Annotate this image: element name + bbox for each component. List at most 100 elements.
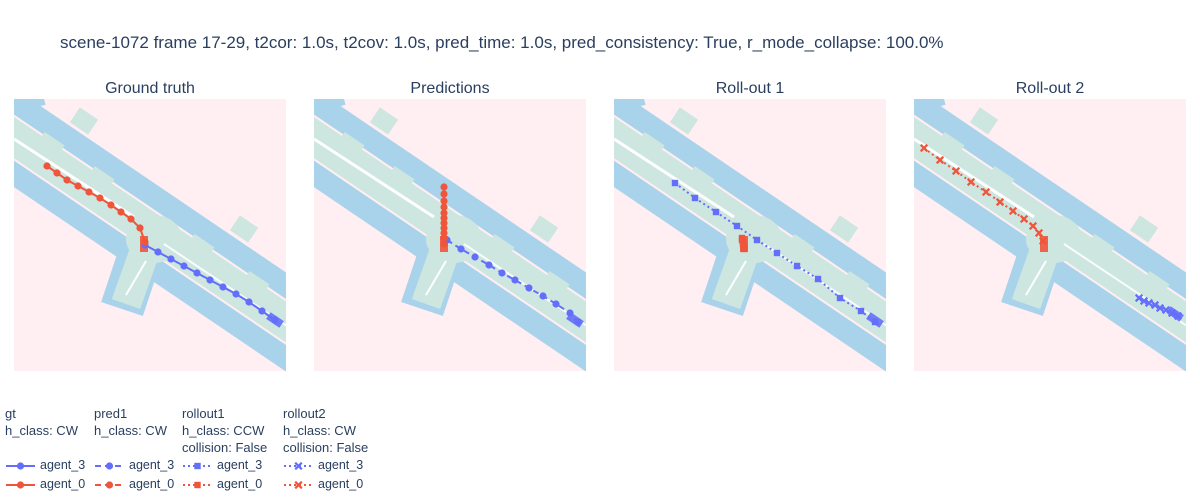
sidewalk — [14, 99, 46, 113]
lane-line — [614, 137, 735, 219]
data-point — [43, 162, 51, 170]
data-point — [539, 292, 547, 300]
bay — [538, 270, 570, 302]
legend-item-label: agent_3 — [129, 458, 175, 472]
lane-line — [725, 260, 747, 296]
legend-group-title: rollout2 — [283, 406, 326, 421]
data-point — [206, 276, 214, 284]
data-point — [671, 179, 679, 187]
data-point — [471, 253, 479, 261]
legend-swatch — [95, 481, 124, 489]
data-point — [440, 224, 448, 232]
data-point — [691, 194, 699, 202]
data-point — [966, 177, 976, 187]
legend-group-info: h_class: CCW — [182, 423, 265, 438]
map-panel-2 — [314, 99, 586, 371]
data-point — [981, 187, 991, 197]
series-agent_3-panel-3 — [671, 179, 879, 326]
data-point — [1139, 296, 1149, 306]
legend-marker — [294, 480, 303, 490]
bay — [633, 131, 665, 163]
legend-group-title: pred1 — [94, 406, 128, 421]
lane-line — [914, 137, 1035, 219]
sidewalk — [914, 99, 946, 113]
data-point — [498, 269, 506, 277]
legend-swatch — [6, 481, 35, 489]
bay — [1138, 270, 1170, 302]
data-point — [566, 309, 574, 317]
data-point — [857, 307, 865, 315]
bay — [183, 233, 215, 265]
agent-0-box — [1040, 236, 1048, 252]
legend-marker — [194, 481, 201, 489]
legend-swatch — [284, 461, 313, 471]
sidewalk — [614, 99, 646, 113]
panel-title-rollout-1: Roll-out 1 — [715, 80, 785, 97]
legend-group-gt: gt h_class: CW — [5, 405, 78, 439]
data-point — [440, 240, 448, 248]
data-point — [440, 214, 448, 222]
data-point — [1150, 300, 1160, 310]
map-panel-4 — [914, 99, 1186, 371]
data-point — [440, 190, 448, 198]
data-point — [1034, 228, 1044, 238]
data-point — [935, 155, 945, 165]
data-point — [63, 176, 71, 184]
legend-group-title: gt — [5, 406, 16, 421]
lane-line — [314, 137, 435, 219]
legend-marker — [105, 462, 114, 470]
data-point — [440, 229, 448, 237]
legend-marker — [16, 462, 25, 470]
data-point — [457, 245, 465, 253]
map-panel-3 — [614, 99, 886, 371]
legend-marker — [16, 481, 25, 489]
data-point — [552, 300, 560, 308]
legend-group-info: collision: False — [182, 440, 268, 455]
data-point — [836, 294, 844, 302]
bay — [83, 165, 115, 197]
legend-swatch — [183, 481, 212, 489]
bay — [829, 215, 859, 243]
data-point — [167, 255, 175, 263]
data-point — [1155, 303, 1165, 313]
bay — [683, 165, 715, 197]
data-point — [154, 248, 162, 256]
data-point — [712, 208, 720, 216]
legend-group-pred1: pred1 h_class: CW — [94, 405, 167, 439]
data-point — [440, 209, 448, 217]
data-point — [1019, 214, 1029, 224]
series-agent_0-panel-2 — [440, 183, 448, 248]
bay — [838, 270, 870, 302]
data-point — [574, 318, 582, 326]
bay — [383, 165, 415, 197]
data-point — [136, 224, 144, 232]
legend-group-rollout2: rollout2 h_class: CW collision: False — [283, 405, 368, 456]
lane-line — [1025, 260, 1047, 296]
legend-marker — [294, 461, 303, 471]
data-point — [871, 318, 879, 326]
data-point — [440, 203, 448, 211]
legend-marker — [194, 462, 201, 470]
data-point — [245, 298, 253, 306]
data-point — [53, 169, 61, 177]
legend-item-label: agent_0 — [40, 477, 86, 491]
legend-group-title: rollout1 — [182, 406, 225, 421]
legend-swatch — [95, 462, 124, 470]
bay — [969, 107, 999, 135]
data-point — [127, 215, 135, 223]
data-point — [440, 197, 448, 205]
data-point — [271, 316, 279, 324]
data-point — [141, 238, 149, 246]
data-point — [440, 219, 448, 227]
legend-group-info: h_class: CW — [283, 423, 356, 438]
data-point — [258, 307, 266, 315]
data-point — [1134, 293, 1144, 303]
sidewalk — [314, 99, 346, 113]
legend-item-label: agent_3 — [318, 458, 364, 472]
series-agent_0-panel-4 — [919, 143, 1048, 246]
data-point — [1144, 298, 1154, 308]
legend-item-label: agent_0 — [217, 477, 263, 491]
data-point — [440, 183, 448, 191]
bay — [933, 131, 965, 163]
data-point — [773, 249, 781, 257]
